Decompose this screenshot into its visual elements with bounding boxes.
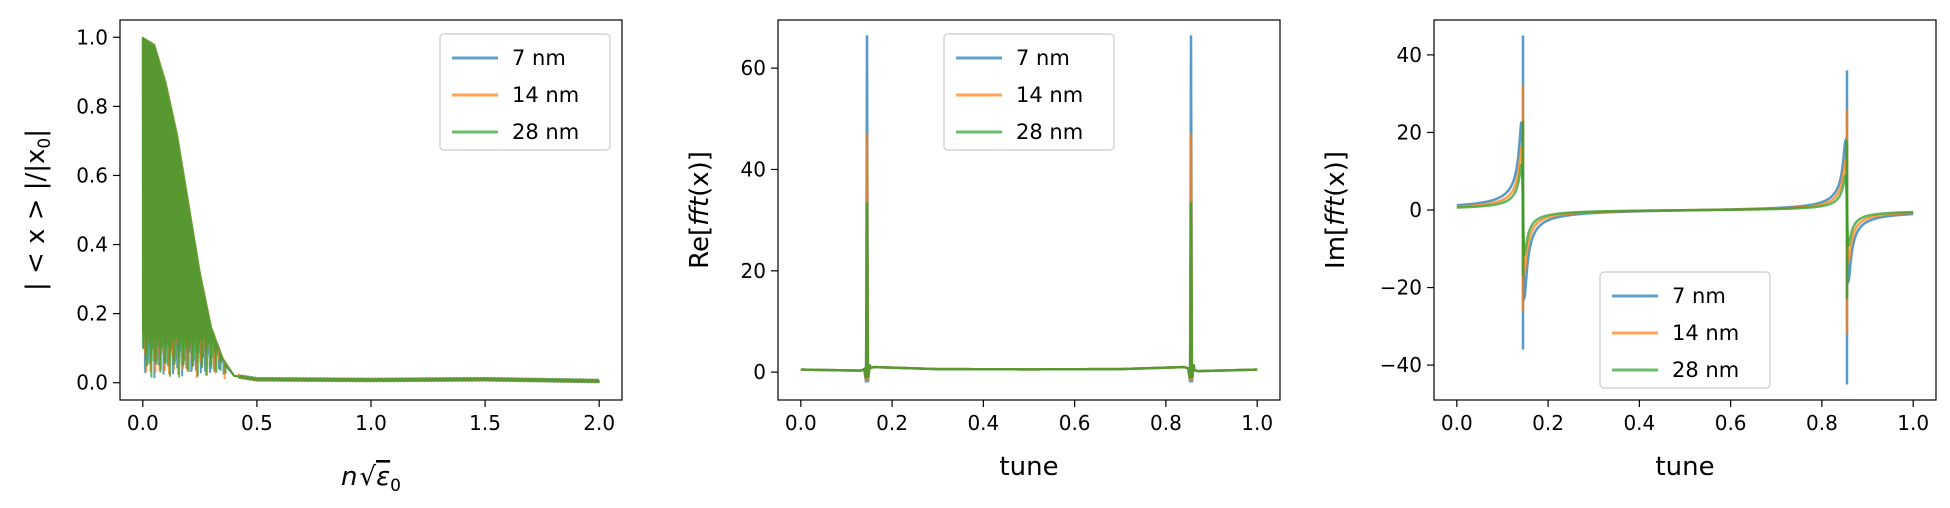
panel3-legend: 7 nm 14 nm 28 nm bbox=[1599, 271, 1771, 389]
panel1-xtick-label: 1.0 bbox=[355, 411, 387, 435]
panel1-ytick-label: 0.0 bbox=[76, 371, 108, 395]
panel3-ticks: 0.0 0.2 0.4 0.6 0.8 1.0 −40 −20 0 20 40 bbox=[1380, 43, 1929, 435]
panel3-ytick-label: 40 bbox=[1397, 43, 1422, 67]
panel2-ytick-label: 20 bbox=[741, 259, 766, 283]
panel1-ytick-label: 0.4 bbox=[76, 233, 108, 257]
panel1-legend-label: 7 nm bbox=[512, 46, 566, 70]
panel2-ticks: 0.0 0.2 0.4 0.6 0.8 1.0 0 20 40 60 bbox=[741, 56, 1274, 435]
panel1-y-axis-label: | < x > |/|x0| bbox=[21, 129, 55, 291]
panel1-legend-label: 28 nm bbox=[512, 120, 579, 144]
panel-imag-fft: 0.0 0.2 0.4 0.6 0.8 1.0 −40 −20 0 20 40 tune Im[ff… bbox=[1321, 19, 1937, 482]
panel2-legend-label: 14 nm bbox=[1016, 83, 1083, 107]
panel2-lines bbox=[800, 35, 1258, 383]
panel1-xtick-label: 0.0 bbox=[127, 411, 159, 435]
panel3-x-axis-label: tune bbox=[1655, 452, 1714, 482]
panel1-ytick-label: 0.2 bbox=[76, 302, 108, 326]
panel3-ytick-label: 0 bbox=[1409, 198, 1422, 222]
panel1-legend-label: 14 nm bbox=[512, 83, 579, 107]
panel2-xtick-label: 0.2 bbox=[876, 411, 908, 435]
panel1-legend-box bbox=[439, 33, 611, 151]
panel3-y-axis-label: Im[fft(x)] bbox=[1321, 151, 1351, 269]
panel3-lines bbox=[1456, 35, 1914, 385]
panel3-xtick-label: 0.4 bbox=[1623, 411, 1655, 435]
panel2-xtick-label: 0.6 bbox=[1059, 411, 1091, 435]
panel1-xtick-label: 2.0 bbox=[583, 411, 615, 435]
panel1-xtick-label: 1.5 bbox=[469, 411, 501, 435]
panel3-ytick-label: −20 bbox=[1380, 276, 1422, 300]
panel-real-fft: 0.0 0.2 0.4 0.6 0.8 1.0 0 20 40 60 tune Re[fft(x)… bbox=[685, 19, 1281, 482]
panel3-ytick-label: −40 bbox=[1380, 353, 1422, 377]
panel2-xtick-label: 0.0 bbox=[785, 411, 817, 435]
panel2-x-axis-label: tune bbox=[999, 452, 1058, 482]
panel1-ytick-label: 0.8 bbox=[76, 94, 108, 118]
panel3-legend-label: 14 nm bbox=[1672, 321, 1739, 345]
panel3-xtick-label: 0.8 bbox=[1806, 411, 1838, 435]
panel3-legend-label: 7 nm bbox=[1672, 284, 1726, 308]
panel1-series-line bbox=[141, 37, 601, 384]
panel2-axes-frame bbox=[777, 19, 1281, 401]
panel2-xtick-label: 0.8 bbox=[1150, 411, 1182, 435]
panel3-legend-box bbox=[1599, 271, 1771, 389]
panel2-legend-label: 28 nm bbox=[1016, 120, 1083, 144]
panel3-ytick-label: 20 bbox=[1397, 120, 1422, 144]
panel1-lines bbox=[141, 37, 601, 384]
panel2-y-axis-label: Re[fft(x)] bbox=[685, 151, 715, 269]
panel3-xtick-label: 0.6 bbox=[1715, 411, 1747, 435]
panel1-ytick-label: 0.6 bbox=[76, 163, 108, 187]
panel3-xtick-label: 1.0 bbox=[1897, 411, 1929, 435]
panel2-series-line bbox=[800, 202, 1258, 379]
panel3-xtick-label: 0.2 bbox=[1532, 411, 1564, 435]
panel2-xtick-label: 1.0 bbox=[1241, 411, 1273, 435]
panel2-ytick-label: 40 bbox=[741, 157, 766, 181]
panel3-series-line bbox=[1456, 162, 1914, 258]
panel1-ytick-label: 1.0 bbox=[76, 25, 108, 49]
panel1-ticks: 0.0 0.5 1.0 1.5 2.0 0.0 0.2 0.4 0.6 0.8 1.0 bbox=[76, 25, 615, 435]
panel3-legend-label: 28 nm bbox=[1672, 358, 1739, 382]
panel1-x-axis-label: n√ε0 bbox=[341, 462, 401, 496]
panel2-ytick-label: 0 bbox=[753, 360, 766, 384]
panel2-legend-label: 7 nm bbox=[1016, 46, 1070, 70]
panel2-legend: 7 nm 14 nm 28 nm bbox=[943, 33, 1115, 151]
panel2-legend-box bbox=[943, 33, 1115, 151]
panel2-xtick-label: 0.4 bbox=[967, 411, 999, 435]
panel3-xtick-label: 0.0 bbox=[1441, 411, 1473, 435]
panel1-legend: 7 nm 14 nm 28 nm bbox=[439, 33, 611, 151]
panel1-xtick-label: 0.5 bbox=[241, 411, 273, 435]
panel2-ytick-label: 60 bbox=[741, 56, 766, 80]
panel-amplitude-decay: 0.0 0.5 1.0 1.5 2.0 0.0 0.2 0.4 0.6 0.8 1.0 n√ε0 |… bbox=[21, 19, 623, 496]
